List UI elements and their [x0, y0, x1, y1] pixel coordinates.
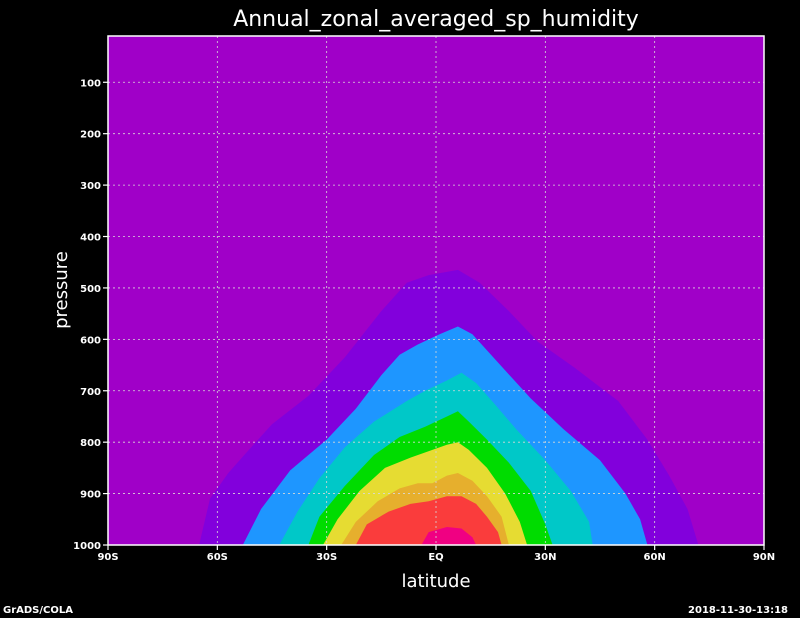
- plot-area: [107, 35, 765, 546]
- x-tick-label: 90S: [97, 552, 118, 563]
- y-tick-label: 100: [80, 78, 101, 89]
- footer-right-timestamp: 2018-11-30-13:18: [688, 605, 788, 616]
- y-tick-label: 700: [80, 387, 101, 398]
- y-tick-label: 800: [80, 438, 101, 449]
- chart-title: Annual_zonal_averaged_sp_humidity: [233, 7, 639, 32]
- x-tick-label: 30N: [534, 552, 556, 563]
- y-tick-label: 900: [80, 490, 101, 501]
- contour-fills: [199, 269, 699, 545]
- x-tick-label: EQ: [428, 552, 443, 563]
- y-tick-label: 600: [80, 335, 101, 346]
- y-tick-label: 300: [80, 181, 101, 192]
- footer-left-label: GrADS/COLA: [3, 605, 73, 616]
- grid-lines: [108, 36, 764, 545]
- y-axis: 100 200 300 400 500 600 700 800 900 1000: [73, 78, 108, 552]
- x-axis: 90S 60S 30S EQ 30N 60N 90N: [97, 545, 775, 563]
- x-tick-label: 60N: [644, 552, 666, 563]
- y-tick-label: 200: [80, 130, 101, 141]
- x-tick-label: 90N: [753, 552, 775, 563]
- y-axis-label: pressure: [51, 251, 72, 329]
- y-tick-label: 400: [80, 233, 101, 244]
- x-axis-label: latitude: [401, 571, 470, 592]
- contour-level-8: [421, 527, 477, 545]
- y-tick-label: 1000: [73, 541, 101, 552]
- x-tick-label: 30S: [316, 552, 337, 563]
- x-tick-label: 60S: [207, 552, 228, 563]
- y-tick-label: 500: [80, 284, 101, 295]
